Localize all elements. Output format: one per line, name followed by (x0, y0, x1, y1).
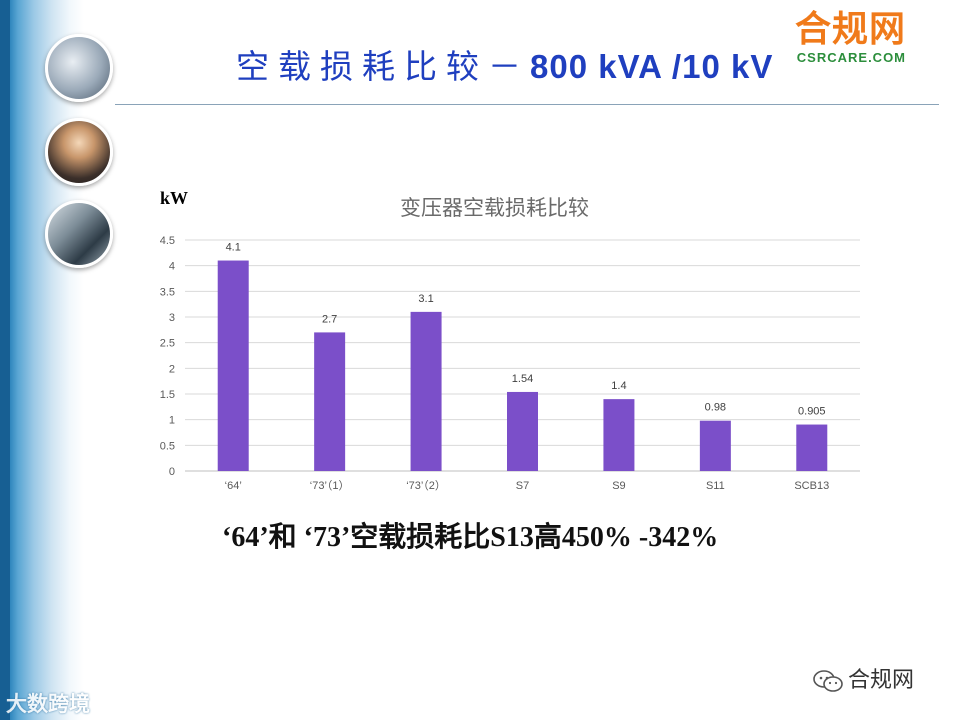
x-tick-label: ‘64’ (225, 480, 242, 492)
y-tick-label: 3 (169, 312, 175, 324)
y-tick-label: 2.5 (160, 338, 175, 350)
photo-circle-building (45, 200, 113, 268)
y-tick-label: 2 (169, 363, 175, 375)
title-divider (115, 104, 939, 105)
photo-circle-people (45, 118, 113, 186)
watermark-left: 大数跨境 (6, 688, 90, 718)
left-strip-edge (0, 0, 10, 720)
y-tick-label: 4 (169, 261, 175, 273)
x-tick-label: SCB13 (794, 480, 829, 492)
y-tick-label: 1.5 (160, 389, 175, 401)
brand-logo-cn: 合规网 (795, 9, 907, 50)
bar (603, 399, 635, 471)
bar (314, 332, 346, 471)
chart-title: 变压器空载损耗比较 (400, 196, 589, 220)
y-axis-unit-label: kW (160, 188, 189, 208)
y-tick-label: 4.5 (160, 235, 175, 247)
brand-logo-en: CSRCARE.COM (796, 50, 907, 65)
data-label: 3.1 (418, 293, 433, 305)
data-label: 1.54 (512, 373, 533, 385)
bar (217, 260, 249, 471)
x-tick-label: S11 (706, 480, 725, 492)
x-tick-label: ‘73’（2） (406, 479, 446, 492)
bar (507, 391, 538, 471)
data-label: 0.905 (798, 406, 826, 418)
y-tick-label: 3.5 (160, 286, 175, 298)
data-label: 0.98 (705, 402, 726, 414)
watermark-right: 合规网 (812, 662, 914, 694)
slide-title: 空载损耗比较－800 kVA /10 kV (236, 40, 773, 88)
data-label: 2.7 (322, 313, 337, 325)
wechat-icon (813, 670, 843, 692)
conclusion-text: ‘64’和 ‘73’空载损耗比S13高450% -342% (222, 522, 719, 553)
bar (796, 424, 828, 471)
data-label: 1.4 (611, 380, 626, 392)
slide-title-cn: 空载损耗比较－ (236, 47, 530, 86)
y-tick-label: 1 (169, 415, 175, 427)
bar (699, 420, 731, 471)
x-tick-label: S9 (612, 480, 625, 492)
watermark-left-text: 大数跨境 (6, 692, 90, 716)
data-label: 4.1 (226, 242, 241, 254)
watermark-right-text: 合规网 (848, 668, 915, 693)
x-tick-label: ‘73’（1） (310, 479, 350, 492)
y-tick-label: 0 (169, 466, 175, 478)
y-tick-label: 0.5 (160, 440, 175, 452)
photo-circle-equipment (45, 34, 113, 102)
bar (410, 311, 442, 471)
brand-logo: 合规网 CSRCARE.COM (795, 9, 907, 66)
slide-title-en: 800 kVA /10 kV (530, 48, 774, 85)
x-tick-label: S7 (516, 480, 529, 492)
